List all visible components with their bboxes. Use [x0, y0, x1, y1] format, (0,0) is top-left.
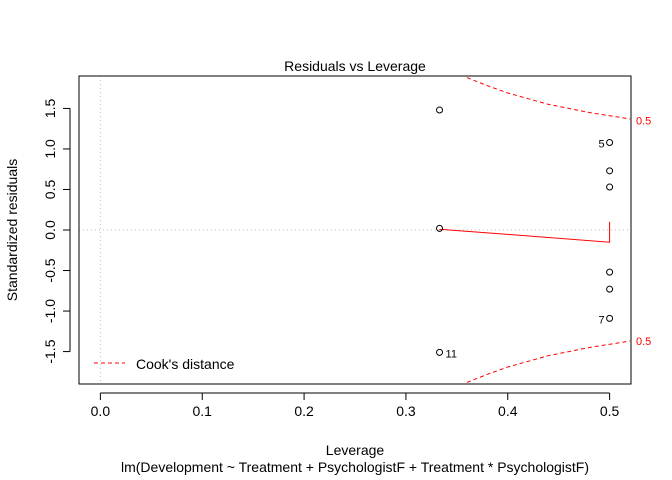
- data-point: [606, 183, 614, 191]
- data-point: [606, 167, 614, 175]
- x-tick-label: 0.1: [192, 403, 212, 419]
- point-label: 11: [446, 348, 457, 360]
- cooks-curve-upper: [466, 77, 631, 120]
- data-point: [436, 348, 444, 356]
- plot-box: [78, 75, 632, 385]
- legend-label: Cook's distance: [136, 356, 235, 372]
- x-tick-label: 0.2: [294, 403, 314, 419]
- y-tick-label: -0.5: [42, 258, 58, 282]
- data-point: [606, 268, 614, 276]
- y-tick-label: 0.5: [42, 180, 58, 200]
- chart-title: Residuals vs Leverage: [284, 58, 426, 74]
- cooks-level-label-lower: 0.5: [636, 336, 651, 348]
- x-axis-label: Leverage: [326, 442, 385, 458]
- data-point: [606, 285, 614, 293]
- point-label: 5: [598, 138, 604, 150]
- cooks-curve-lower: [466, 340, 631, 383]
- legend: Cook's distance: [94, 356, 235, 372]
- data-point: [606, 314, 614, 322]
- y-tick-label: 1.0: [42, 139, 58, 159]
- smoother-path: [439, 221, 611, 243]
- axes: 0.0 0.1 0.2 0.3 0.4 0.5 -1.5 -1.0 -0.5 0.0 0.5 1.0 1…: [42, 75, 632, 419]
- reference-lines: [79, 76, 631, 384]
- point-label: 7: [598, 314, 604, 326]
- cooks-level-label-upper: 0.5: [636, 116, 651, 128]
- data-point: [436, 224, 444, 232]
- y-axis-label: Standardized residuals: [4, 159, 20, 301]
- cooks-distance-curves: [466, 77, 631, 383]
- smoother-line: [439, 221, 611, 243]
- x-tick-label: 0.4: [498, 403, 518, 419]
- y-tick-label: 0.0: [42, 220, 58, 240]
- x-tick-label: 0.3: [396, 403, 416, 419]
- y-tick-label: 1.5: [42, 98, 58, 118]
- data-points: 11 5 7: [436, 106, 614, 360]
- y-tick-label: -1.0: [42, 299, 58, 323]
- x-tick-label: 0.5: [600, 403, 620, 419]
- chart-subtitle: lm(Development ~ Treatment + Psychologis…: [121, 459, 589, 475]
- data-point: [436, 106, 444, 114]
- data-point: [606, 138, 614, 146]
- x-tick-label: 0.0: [91, 403, 111, 419]
- y-tick-label: -1.5: [42, 339, 58, 363]
